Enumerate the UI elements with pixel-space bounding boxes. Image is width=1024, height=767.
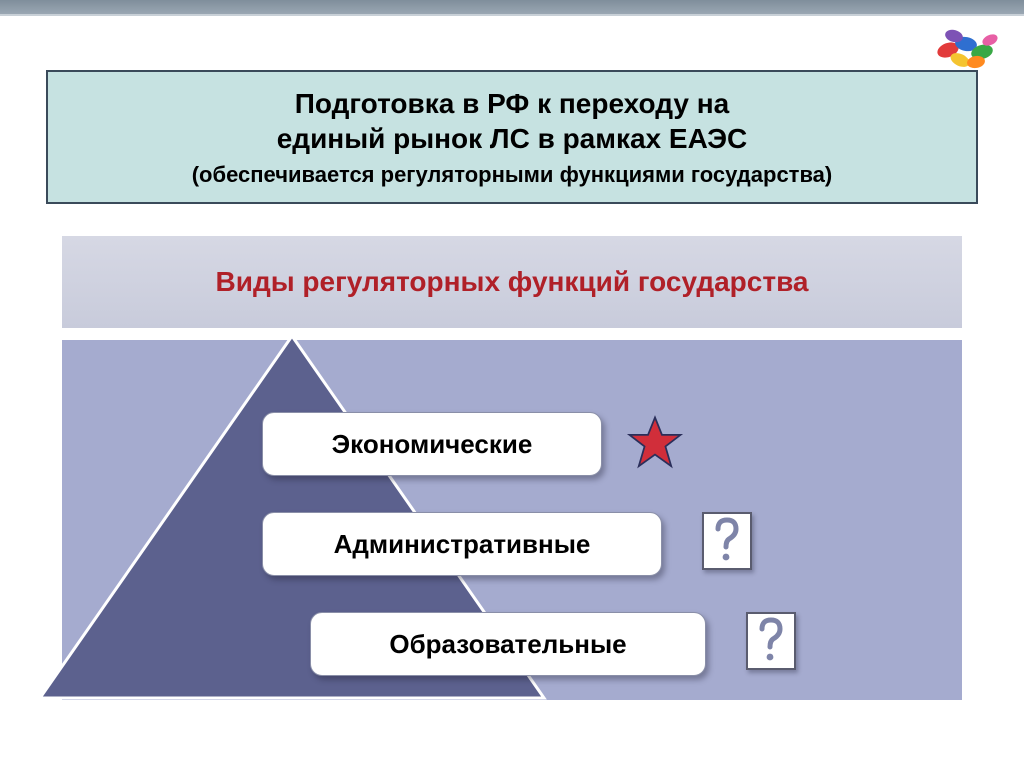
pyramid-item-economic: Экономические: [262, 412, 602, 476]
star-icon: [626, 414, 684, 477]
question-icon: [702, 512, 752, 570]
pyramid-area: Экономические Административные Образоват…: [62, 340, 962, 700]
pills-logo: [920, 6, 1010, 76]
pyramid-item-label: Административные: [334, 529, 591, 560]
section-title: Виды регуляторных функций государства: [216, 266, 809, 298]
header-subtitle: (обеспечивается регуляторными функциями …: [88, 162, 936, 188]
section-band: Виды регуляторных функций государства: [62, 236, 962, 328]
header-box: Подготовка в РФ к переходу на единый рын…: [46, 70, 978, 204]
header-title-line1: Подготовка в РФ к переходу на: [295, 88, 729, 119]
top-accent-bar: [0, 0, 1024, 14]
pills-logo-svg: [920, 6, 1010, 76]
pyramid-item-educational: Образовательные: [310, 612, 706, 676]
pyramid-item-label: Образовательные: [389, 629, 626, 660]
pyramid-item-administrative: Административные: [262, 512, 662, 576]
question-icon: [746, 612, 796, 670]
header-title: Подготовка в РФ к переходу на единый рын…: [88, 86, 936, 156]
header-title-line2: единый рынок ЛС в рамках ЕАЭС: [277, 123, 748, 154]
pyramid-item-label: Экономические: [332, 429, 533, 460]
